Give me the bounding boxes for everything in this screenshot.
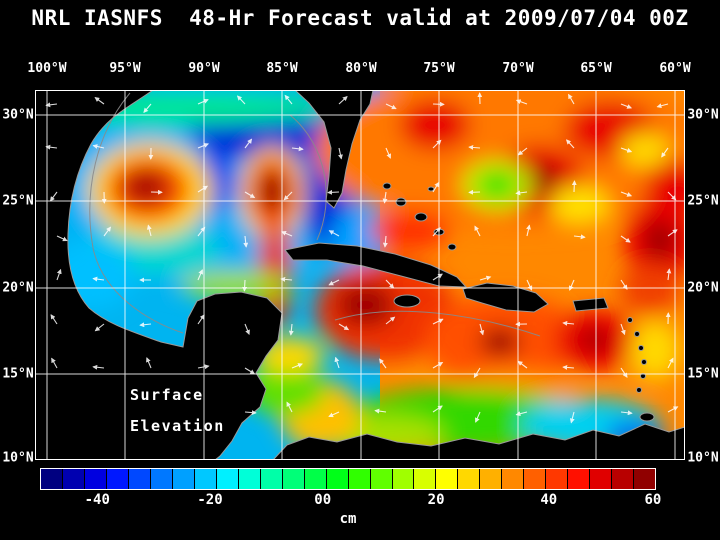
lat-tick-label: 25°N — [2, 193, 34, 209]
colorbar-segment — [172, 469, 194, 489]
colorbar-tick: 00 — [314, 492, 332, 508]
colorbar-segment — [414, 469, 436, 489]
colorbar-tick-labels: -40 -20 00 20 40 60 — [40, 492, 662, 510]
lon-tick-label: 60°W — [659, 61, 691, 76]
colorbar-segment — [480, 469, 502, 489]
colorbar-segment — [326, 469, 348, 489]
lat-tick-label: 30°N — [2, 107, 34, 123]
colorbar-segment — [128, 469, 150, 489]
land-bahamas — [382, 182, 392, 190]
land-antilles — [627, 317, 633, 323]
land-antilles — [636, 387, 642, 393]
colorbar-segment — [150, 469, 172, 489]
colorbar-segment — [238, 469, 260, 489]
map-border — [35, 90, 685, 460]
lat-tick-label: 15°N — [687, 366, 719, 382]
land-south-america — [272, 423, 685, 460]
land-antilles — [641, 359, 647, 365]
land-bahamas — [395, 197, 407, 207]
lat-tick-label: 20°N — [687, 280, 719, 296]
lon-tick-label: 65°W — [580, 61, 612, 76]
lon-tick-label: 75°W — [423, 61, 455, 76]
colorbar-segment — [458, 469, 480, 489]
lat-tick-label: 25°N — [687, 193, 719, 209]
colorbar-segment — [106, 469, 128, 489]
lon-tick-label: 70°W — [502, 61, 534, 76]
colorbar-tick: 40 — [540, 492, 558, 508]
land-trinidad — [639, 412, 655, 422]
land-antilles — [638, 345, 644, 351]
current-vector-arrows — [45, 92, 679, 424]
annotation-line-2: Elevation — [130, 417, 225, 435]
land-bahamas — [414, 212, 428, 222]
land-hispaniola — [462, 282, 549, 313]
lat-tick-label: 20°N — [2, 280, 34, 296]
colorbar-segment — [282, 469, 304, 489]
lat-tick-label: 10°N — [2, 450, 34, 466]
lon-tick-label: 85°W — [266, 61, 298, 76]
lat-lon-grid — [35, 90, 685, 460]
variable-annotation: Surface Elevation — [130, 386, 225, 448]
land-bahamas — [427, 186, 435, 192]
surface-elevation-heatmap — [35, 90, 685, 460]
colorbar-segment — [590, 469, 612, 489]
colorbar-segment — [348, 469, 370, 489]
land-puerto-rico — [572, 297, 609, 312]
colorbar-segment — [41, 469, 62, 489]
colorbar-segment — [436, 469, 458, 489]
colorbar — [40, 468, 656, 490]
lon-tick-label: 95°W — [109, 61, 141, 76]
colorbar-segment — [546, 469, 568, 489]
colorbar-segment — [216, 469, 238, 489]
colorbar-segment — [524, 469, 546, 489]
land-antilles — [634, 331, 640, 337]
lon-tick-label: 90°W — [188, 61, 220, 76]
colorbar-segment — [62, 469, 84, 489]
colorbar-tick: -40 — [84, 492, 110, 508]
colorbar-tick: 60 — [644, 492, 662, 508]
lat-tick-label: 10°N — [687, 450, 719, 466]
colorbar-unit-label: cm — [339, 511, 357, 527]
land-bahamas — [447, 243, 457, 251]
annotation-line-1: Surface — [130, 386, 204, 404]
colorbar-segment — [304, 469, 326, 489]
lat-tick-label: 15°N — [2, 366, 34, 382]
land-cuba — [284, 242, 468, 288]
colorbar-segment — [260, 469, 282, 489]
colorbar-tick: -20 — [197, 492, 223, 508]
lon-tick-label: 100°W — [27, 61, 67, 76]
land-jamaica — [393, 294, 421, 308]
forecast-map — [35, 90, 685, 460]
colorbar-segment — [194, 469, 216, 489]
colorbar-segment — [568, 469, 590, 489]
colorbar-segment — [392, 469, 414, 489]
bathymetry-contours — [89, 92, 541, 337]
lon-tick-label: 80°W — [345, 61, 377, 76]
colorbar-segment — [84, 469, 106, 489]
colorbar-segment — [502, 469, 524, 489]
page-title: NRL IASNFS 48-Hr Forecast valid at 2009/… — [31, 6, 689, 30]
colorbar-segment — [634, 469, 656, 489]
lat-tick-label: 30°N — [687, 107, 719, 123]
colorbar-tick: 20 — [427, 492, 445, 508]
colorbar-segment — [612, 469, 634, 489]
colorbar-segment — [370, 469, 392, 489]
